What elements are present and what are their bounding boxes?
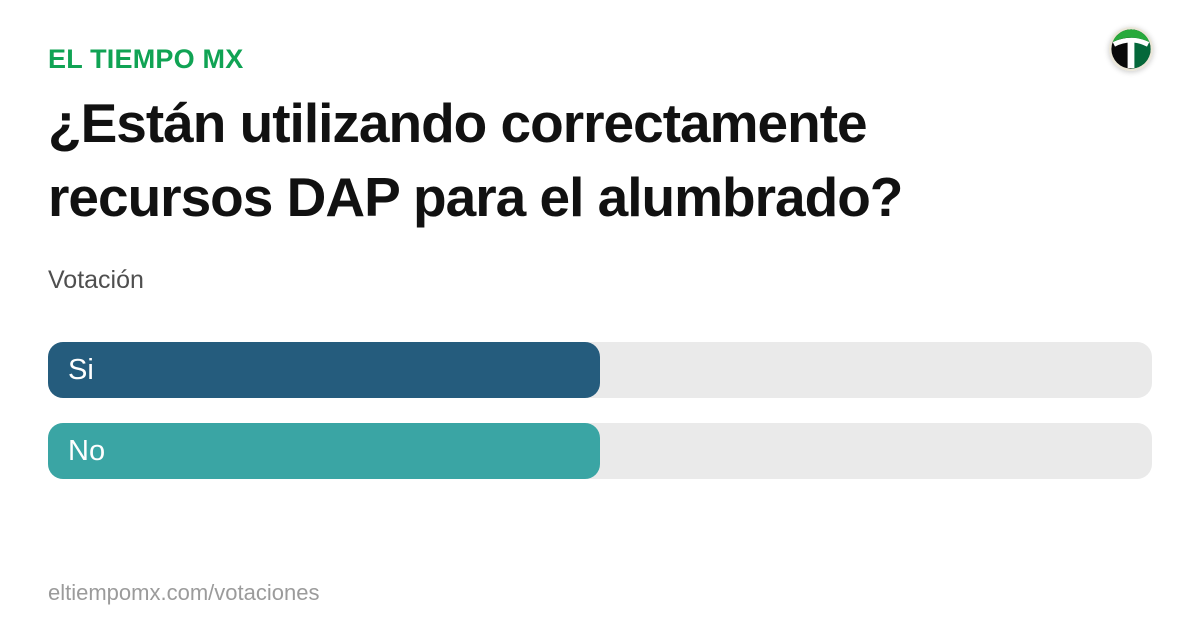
poll-results: Si No [48, 342, 1152, 504]
poll-option-si-bar[interactable]: Si [48, 342, 600, 398]
poll-option-si-label: Si [68, 353, 94, 386]
poll-option-no-bar[interactable]: No [48, 423, 600, 479]
footer-url: eltiempomx.com/votaciones [48, 580, 320, 605]
brand-title: EL TIEMPO MX [48, 44, 244, 74]
poll-option-no-track: No [48, 423, 1152, 479]
poll-question-title: ¿Están utilizando correctamente recursos… [48, 92, 903, 228]
logo-icon [1109, 27, 1153, 71]
poll-option-no-label: No [68, 434, 106, 467]
section-label-votacion: Votación [48, 266, 144, 294]
poll-option-si-track: Si [48, 342, 1152, 398]
el-tiempo-mx-logo [1109, 27, 1153, 71]
